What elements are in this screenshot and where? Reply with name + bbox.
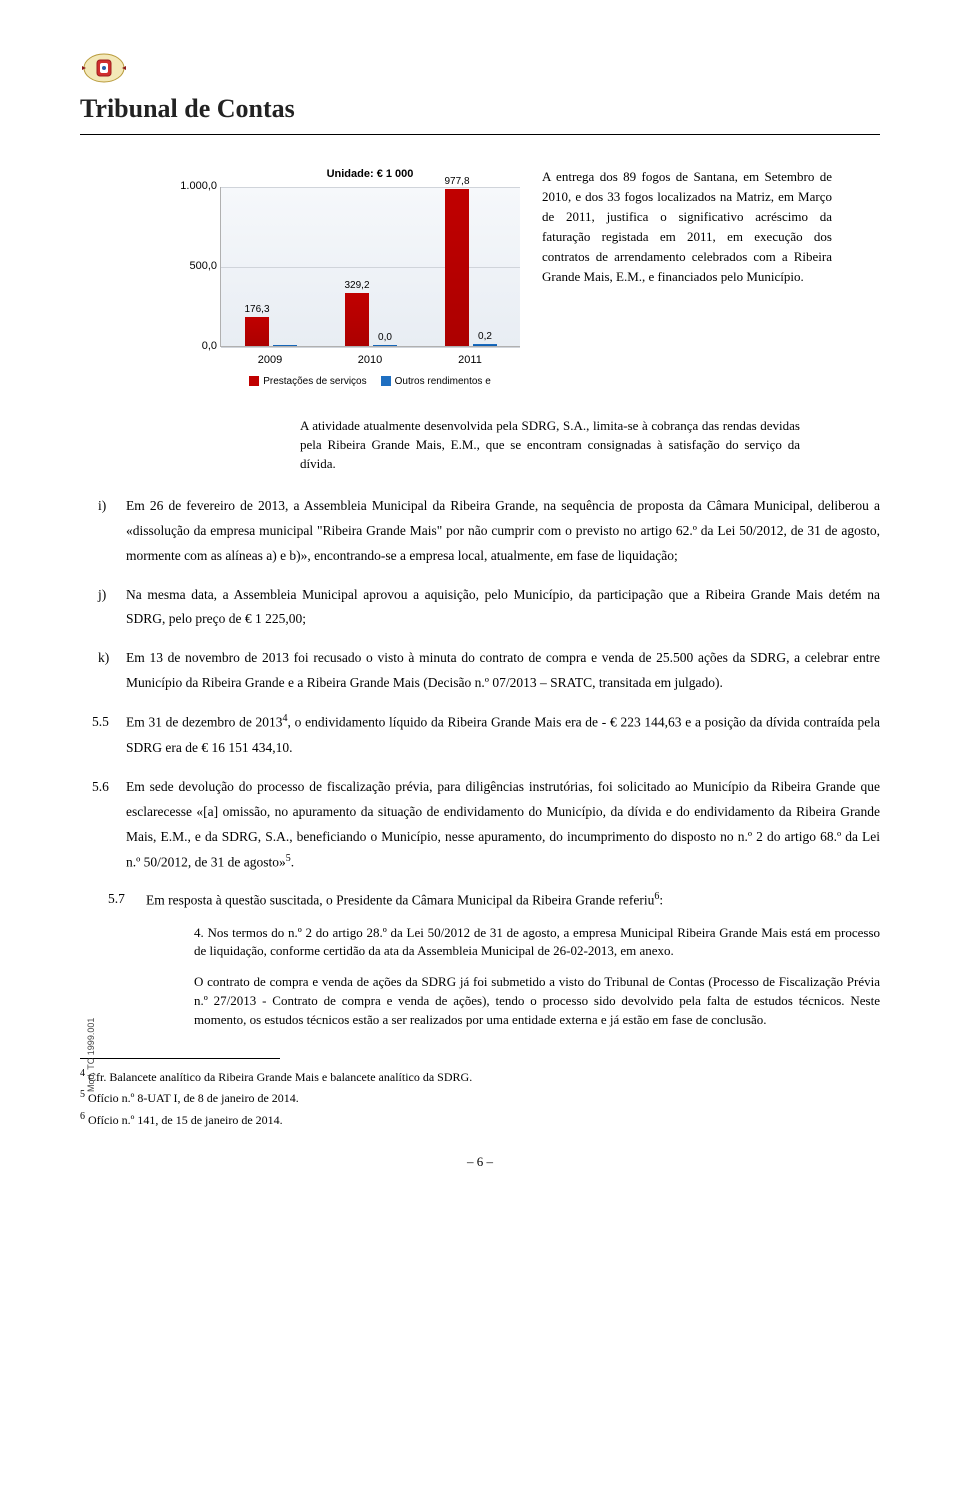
paragraph-5-5: 5.5 Em 31 de dezembro de 20134, o endivi… (80, 710, 880, 760)
footnote-num: 6 (80, 1111, 85, 1122)
footnote-text: Cfr. Balancete analítico da Ribeira Gran… (88, 1070, 472, 1084)
chart-side-paragraph: A entrega dos 89 fogos de Santana, em Se… (542, 167, 832, 288)
list-text: Em 13 de novembro de 2013 foi recusado o… (126, 650, 880, 690)
legend-label: Prestações de serviços (263, 376, 366, 387)
legend-swatch-icon (249, 376, 259, 386)
para-marker: 5.5 (92, 710, 109, 735)
list-item-k: k)Em 13 de novembro de 2013 foi recusado… (126, 646, 880, 696)
chart-and-text-row: Unidade: € 1 000 0,0500,01.000,0176,3329… (220, 167, 880, 389)
lettered-list: i) Em 26 de fevereiro de 2013, a Assemble… (80, 494, 880, 697)
list-marker: i) (98, 494, 106, 519)
list-item-i: i)Em 26 de fevereiro de 2013, a Assemble… (126, 494, 880, 569)
bar-chart: Unidade: € 1 000 0,0500,01.000,0176,3329… (220, 167, 520, 389)
page-title: Tribunal de Contas (80, 90, 880, 128)
footnotes-divider (80, 1058, 280, 1059)
coat-of-arms-icon (80, 50, 128, 86)
legend-item: Prestações de serviços (249, 375, 366, 390)
para-marker: 5.7 (108, 889, 125, 910)
para-text-post: . (291, 854, 294, 869)
list-item-j: j)Na mesma data, a Assembleia Municipal … (126, 583, 880, 633)
chart-unit-label: Unidade: € 1 000 (220, 167, 520, 183)
para-text-pre: Em sede devolução do processo de fiscali… (126, 779, 880, 869)
para-text-post: : (659, 893, 663, 908)
side-model-label: Mod. TC 1999.001 (85, 1017, 98, 1091)
para-marker: 5.6 (92, 775, 109, 800)
paragraph-5-7: 5.7 Em resposta à questão suscitada, o P… (80, 889, 880, 911)
chart-legend: Prestações de serviços Outros rendimento… (220, 375, 520, 390)
chart-plot-area: 0,0500,01.000,0176,3329,20,0977,80,2 (220, 187, 520, 347)
list-text: Na mesma data, a Assembleia Municipal ap… (126, 587, 880, 627)
footnote-text: Ofício n.º 141, de 15 de janeiro de 2014… (88, 1113, 283, 1127)
para-text-pre: Em 31 de dezembro de 2013 (126, 715, 283, 730)
chart-x-axis-labels: 200920102011 (220, 353, 520, 369)
side-text: A entrega dos 89 fogos de Santana, em Se… (542, 167, 832, 288)
quote-paragraph-1: 4. Nos termos do n.º 2 do artigo 28.º da… (80, 924, 880, 962)
para-text-pre: Em resposta à questão suscitada, o Presi… (146, 893, 654, 908)
list-text: Em 26 de fevereiro de 2013, a Assembleia… (126, 498, 880, 563)
header-divider (80, 134, 880, 135)
footnote-5: 5 Ofício n.º 8-UAT I, de 8 de janeiro de… (80, 1088, 880, 1107)
list-marker: j) (98, 583, 106, 608)
header-logo-block (80, 50, 880, 86)
legend-label: Outros rendimentos e (395, 376, 491, 387)
footnote-6: 6 Ofício n.º 141, de 15 de janeiro de 20… (80, 1110, 880, 1129)
activity-note: A atividade atualmente desenvolvida pela… (300, 417, 800, 474)
paragraph-5-6: 5.6 Em sede devolução do processo de fis… (80, 775, 880, 875)
page-number: – 6 – (80, 1153, 880, 1172)
legend-swatch-icon (381, 376, 391, 386)
footnote-text: Ofício n.º 8-UAT I, de 8 de janeiro de 2… (88, 1091, 299, 1105)
list-marker: k) (98, 646, 109, 671)
footnotes-block: 4 Cfr. Balancete analítico da Ribeira Gr… (80, 1067, 880, 1129)
quote-paragraph-2: O contrato de compra e venda de ações da… (80, 973, 880, 1030)
footnote-4: 4 Cfr. Balancete analítico da Ribeira Gr… (80, 1067, 880, 1086)
legend-item: Outros rendimentos e (381, 375, 491, 390)
